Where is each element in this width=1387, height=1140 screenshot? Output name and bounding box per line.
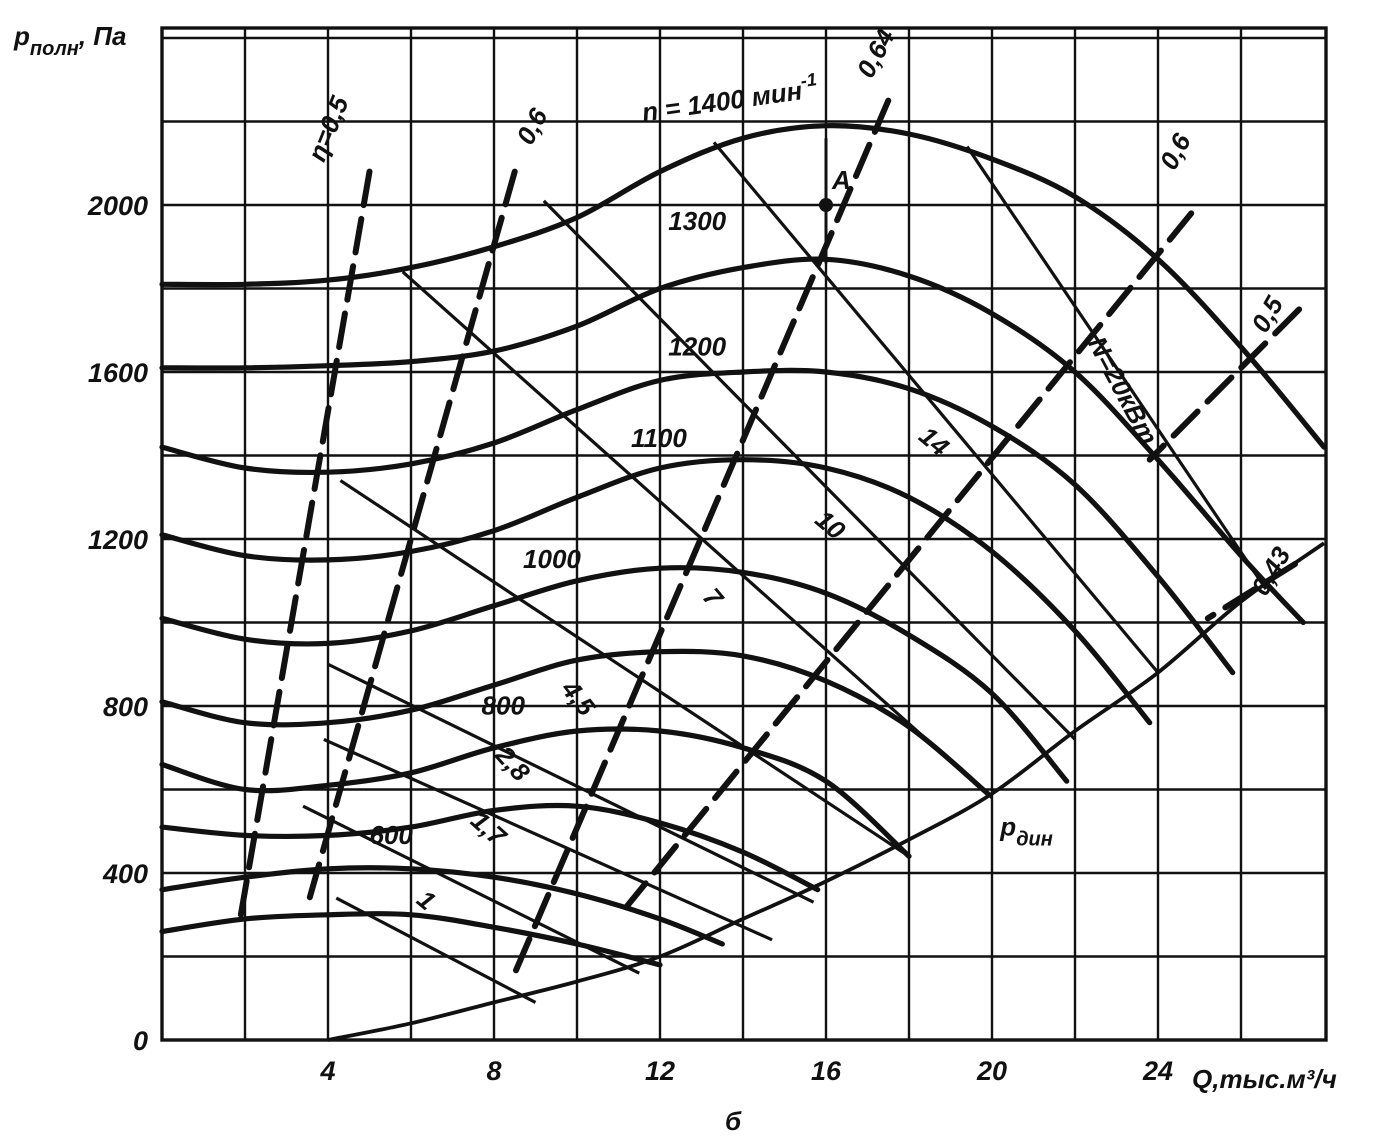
power-line [401,270,994,800]
y-tick-label: 2000 [87,191,148,221]
x-tick-label: 8 [486,1056,501,1086]
pressure-curve [159,123,1327,450]
power-line [327,662,815,904]
y-tick-label: 1600 [88,358,148,388]
y-tick-label: 400 [102,859,148,889]
power-line [965,145,1268,590]
y-tick-label: 800 [103,692,148,722]
y-axis-title: pполн, Па [13,21,126,60]
pressure-curve-label: 1000 [523,544,581,574]
pressure-curve [159,726,912,859]
x-tick-label: 4 [319,1056,335,1086]
x-tick-label: 24 [1142,1056,1173,1086]
pressure-curve-label: 1200 [668,331,726,361]
pressure-curve [159,457,1153,726]
pressure-curves-layer [159,123,1327,968]
pressure-curve [159,648,991,797]
y-tick-label: 0 [133,1026,148,1056]
efficiency-line [1204,561,1298,622]
power-line [339,479,910,858]
power-line-label: 7 [697,582,730,614]
efficiency-line-label: 0,5 [1245,291,1289,338]
pressure-curve [159,865,725,947]
pressure-curve-label: n = 1400 мин-1 [640,69,820,127]
pressure-curve-label: 600 [370,820,414,850]
efficiency-line [304,168,518,910]
pressure-curve-label: 800 [482,690,526,720]
power-line [712,141,1160,674]
point-a-dot [819,198,833,212]
pressure-curve [159,367,1236,676]
pressure-curve [159,256,1306,626]
plot-frame [160,26,1328,1042]
dynamic-pressure-label: pдин [999,811,1053,850]
plot-frame-layer [160,26,1328,1042]
dynamic-pressure-curve [327,541,1326,1042]
x-axis-title: Q,тыс.м³/ч [1192,1064,1337,1094]
pressure-curve [159,911,663,968]
power-line-label: 4,5 [555,674,602,722]
pressure-curve-label: 1300 [668,206,726,236]
efficiency-line-label: 0,64 [850,23,900,82]
efficiency-line [623,210,1195,910]
power-line-label: 1 [411,884,441,916]
pressure-curve [159,565,1070,784]
power-line [542,199,1077,741]
efficiency-line [1146,306,1303,463]
dynamic-pressure-layer [327,541,1326,1042]
x-tick-label: 16 [811,1056,842,1086]
y-tick-label: 1200 [88,525,148,555]
efficiency-line [237,168,373,918]
figure-caption: б [725,1106,742,1136]
efficiency-line-label: 0,6 [1153,128,1197,174]
pressure-curve-label: 1100 [631,423,687,453]
x-tick-label: 20 [976,1056,1007,1086]
point-a-label: A [831,165,851,195]
x-tick-label: 12 [645,1056,675,1086]
efficiency-line-label: η=0,5 [302,91,355,165]
pressure-curve [159,802,821,893]
efficiency-line-label: 0,6 [510,103,554,149]
efficiency-lines-layer [237,97,1303,977]
efficiency-line [511,97,892,977]
